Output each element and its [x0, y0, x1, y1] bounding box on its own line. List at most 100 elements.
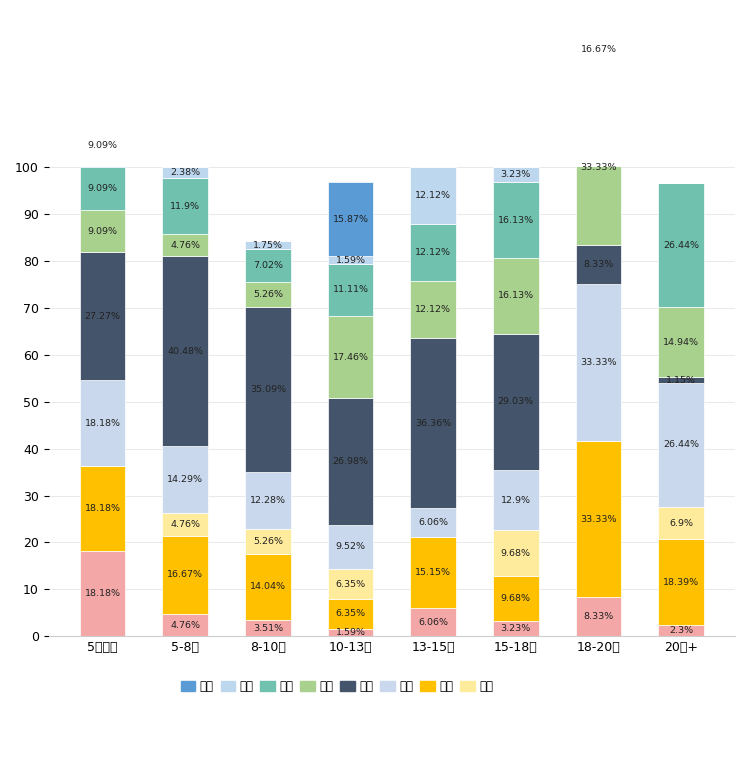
- Bar: [410, 337, 456, 509]
- Bar: [80, 380, 125, 466]
- Text: 11.9%: 11.9%: [170, 202, 200, 211]
- Text: 18.18%: 18.18%: [85, 504, 121, 513]
- Text: 17.46%: 17.46%: [332, 353, 368, 361]
- Bar: [245, 307, 290, 472]
- Text: 3.51%: 3.51%: [253, 624, 283, 633]
- Text: 16.67%: 16.67%: [167, 571, 203, 579]
- Text: 33.33%: 33.33%: [580, 163, 616, 172]
- Bar: [328, 256, 374, 264]
- Text: 33.33%: 33.33%: [580, 515, 616, 524]
- Bar: [576, 441, 621, 597]
- Text: 7.02%: 7.02%: [253, 262, 283, 270]
- Bar: [80, 466, 125, 551]
- Bar: [493, 167, 538, 183]
- Bar: [328, 316, 374, 398]
- Text: 8.33%: 8.33%: [584, 612, 614, 621]
- Text: 15.87%: 15.87%: [332, 215, 368, 224]
- Text: 6.06%: 6.06%: [418, 518, 448, 527]
- Text: 26.44%: 26.44%: [663, 241, 699, 250]
- Text: 14.94%: 14.94%: [663, 337, 699, 347]
- Text: 11.11%: 11.11%: [332, 285, 368, 295]
- Text: 9.09%: 9.09%: [88, 226, 118, 235]
- Text: 1.15%: 1.15%: [666, 376, 696, 384]
- Bar: [410, 608, 456, 637]
- Bar: [410, 509, 456, 537]
- Text: 12.28%: 12.28%: [250, 496, 286, 505]
- Text: 16.13%: 16.13%: [498, 216, 534, 225]
- Bar: [658, 183, 704, 308]
- Text: 6.35%: 6.35%: [335, 610, 365, 618]
- Text: 18.39%: 18.39%: [663, 578, 699, 587]
- Text: 6.9%: 6.9%: [669, 518, 693, 528]
- Bar: [328, 599, 374, 629]
- Text: 29.03%: 29.03%: [498, 397, 534, 407]
- Text: 18.18%: 18.18%: [85, 589, 121, 598]
- Bar: [658, 626, 704, 637]
- Bar: [245, 241, 290, 249]
- Text: 9.68%: 9.68%: [501, 594, 531, 603]
- Text: 4.76%: 4.76%: [170, 520, 200, 529]
- Text: 12.9%: 12.9%: [501, 495, 531, 505]
- Bar: [163, 178, 208, 234]
- Text: 3.23%: 3.23%: [501, 624, 531, 634]
- Bar: [328, 398, 374, 525]
- Bar: [493, 183, 538, 258]
- Bar: [163, 256, 208, 446]
- Text: 26.98%: 26.98%: [332, 457, 368, 466]
- Bar: [493, 530, 538, 576]
- Bar: [163, 614, 208, 637]
- Text: 1.59%: 1.59%: [335, 628, 365, 637]
- Bar: [245, 529, 290, 554]
- Bar: [493, 334, 538, 469]
- Bar: [410, 537, 456, 608]
- Text: 2.3%: 2.3%: [669, 627, 693, 635]
- Bar: [163, 513, 208, 535]
- Text: 12.12%: 12.12%: [415, 304, 451, 314]
- Bar: [328, 569, 374, 599]
- Text: 9.68%: 9.68%: [501, 548, 531, 558]
- Text: 4.76%: 4.76%: [170, 241, 200, 250]
- Legend: 北京, 上海, 广深, 华北, 华东, 华中, 华南, 西南: 北京, 上海, 广深, 华北, 华东, 华中, 华南, 西南: [176, 675, 498, 697]
- Bar: [493, 258, 538, 334]
- Bar: [328, 629, 374, 637]
- Bar: [328, 182, 374, 256]
- Text: 18.18%: 18.18%: [85, 419, 121, 427]
- Text: 26.44%: 26.44%: [663, 440, 699, 449]
- Bar: [658, 507, 704, 539]
- Bar: [163, 234, 208, 256]
- Text: 36.36%: 36.36%: [415, 419, 452, 427]
- Text: 9.09%: 9.09%: [88, 141, 118, 150]
- Bar: [328, 264, 374, 316]
- Text: 1.59%: 1.59%: [335, 255, 365, 265]
- Bar: [80, 252, 125, 380]
- Text: 16.67%: 16.67%: [580, 45, 616, 54]
- Bar: [328, 525, 374, 569]
- Bar: [163, 167, 208, 178]
- Bar: [658, 383, 704, 507]
- Bar: [245, 554, 290, 620]
- Text: 35.09%: 35.09%: [250, 385, 286, 393]
- Text: 15.15%: 15.15%: [415, 568, 451, 577]
- Bar: [576, 89, 621, 245]
- Bar: [493, 469, 538, 530]
- Text: 6.35%: 6.35%: [335, 580, 365, 588]
- Text: 9.52%: 9.52%: [335, 542, 365, 551]
- Text: 14.29%: 14.29%: [167, 476, 203, 485]
- Text: 12.12%: 12.12%: [415, 191, 451, 200]
- Bar: [245, 249, 290, 282]
- Bar: [493, 621, 538, 637]
- Text: 9.09%: 9.09%: [88, 184, 118, 193]
- Bar: [80, 209, 125, 252]
- Text: 8.33%: 8.33%: [584, 260, 614, 269]
- Bar: [493, 576, 538, 621]
- Bar: [163, 446, 208, 513]
- Text: 2.38%: 2.38%: [170, 168, 200, 177]
- Text: 6.06%: 6.06%: [418, 617, 448, 627]
- Text: 16.13%: 16.13%: [498, 291, 534, 300]
- Bar: [410, 167, 456, 224]
- Bar: [163, 535, 208, 614]
- Bar: [80, 167, 125, 209]
- Bar: [576, 597, 621, 637]
- Text: 33.33%: 33.33%: [580, 358, 616, 367]
- Bar: [576, 11, 621, 89]
